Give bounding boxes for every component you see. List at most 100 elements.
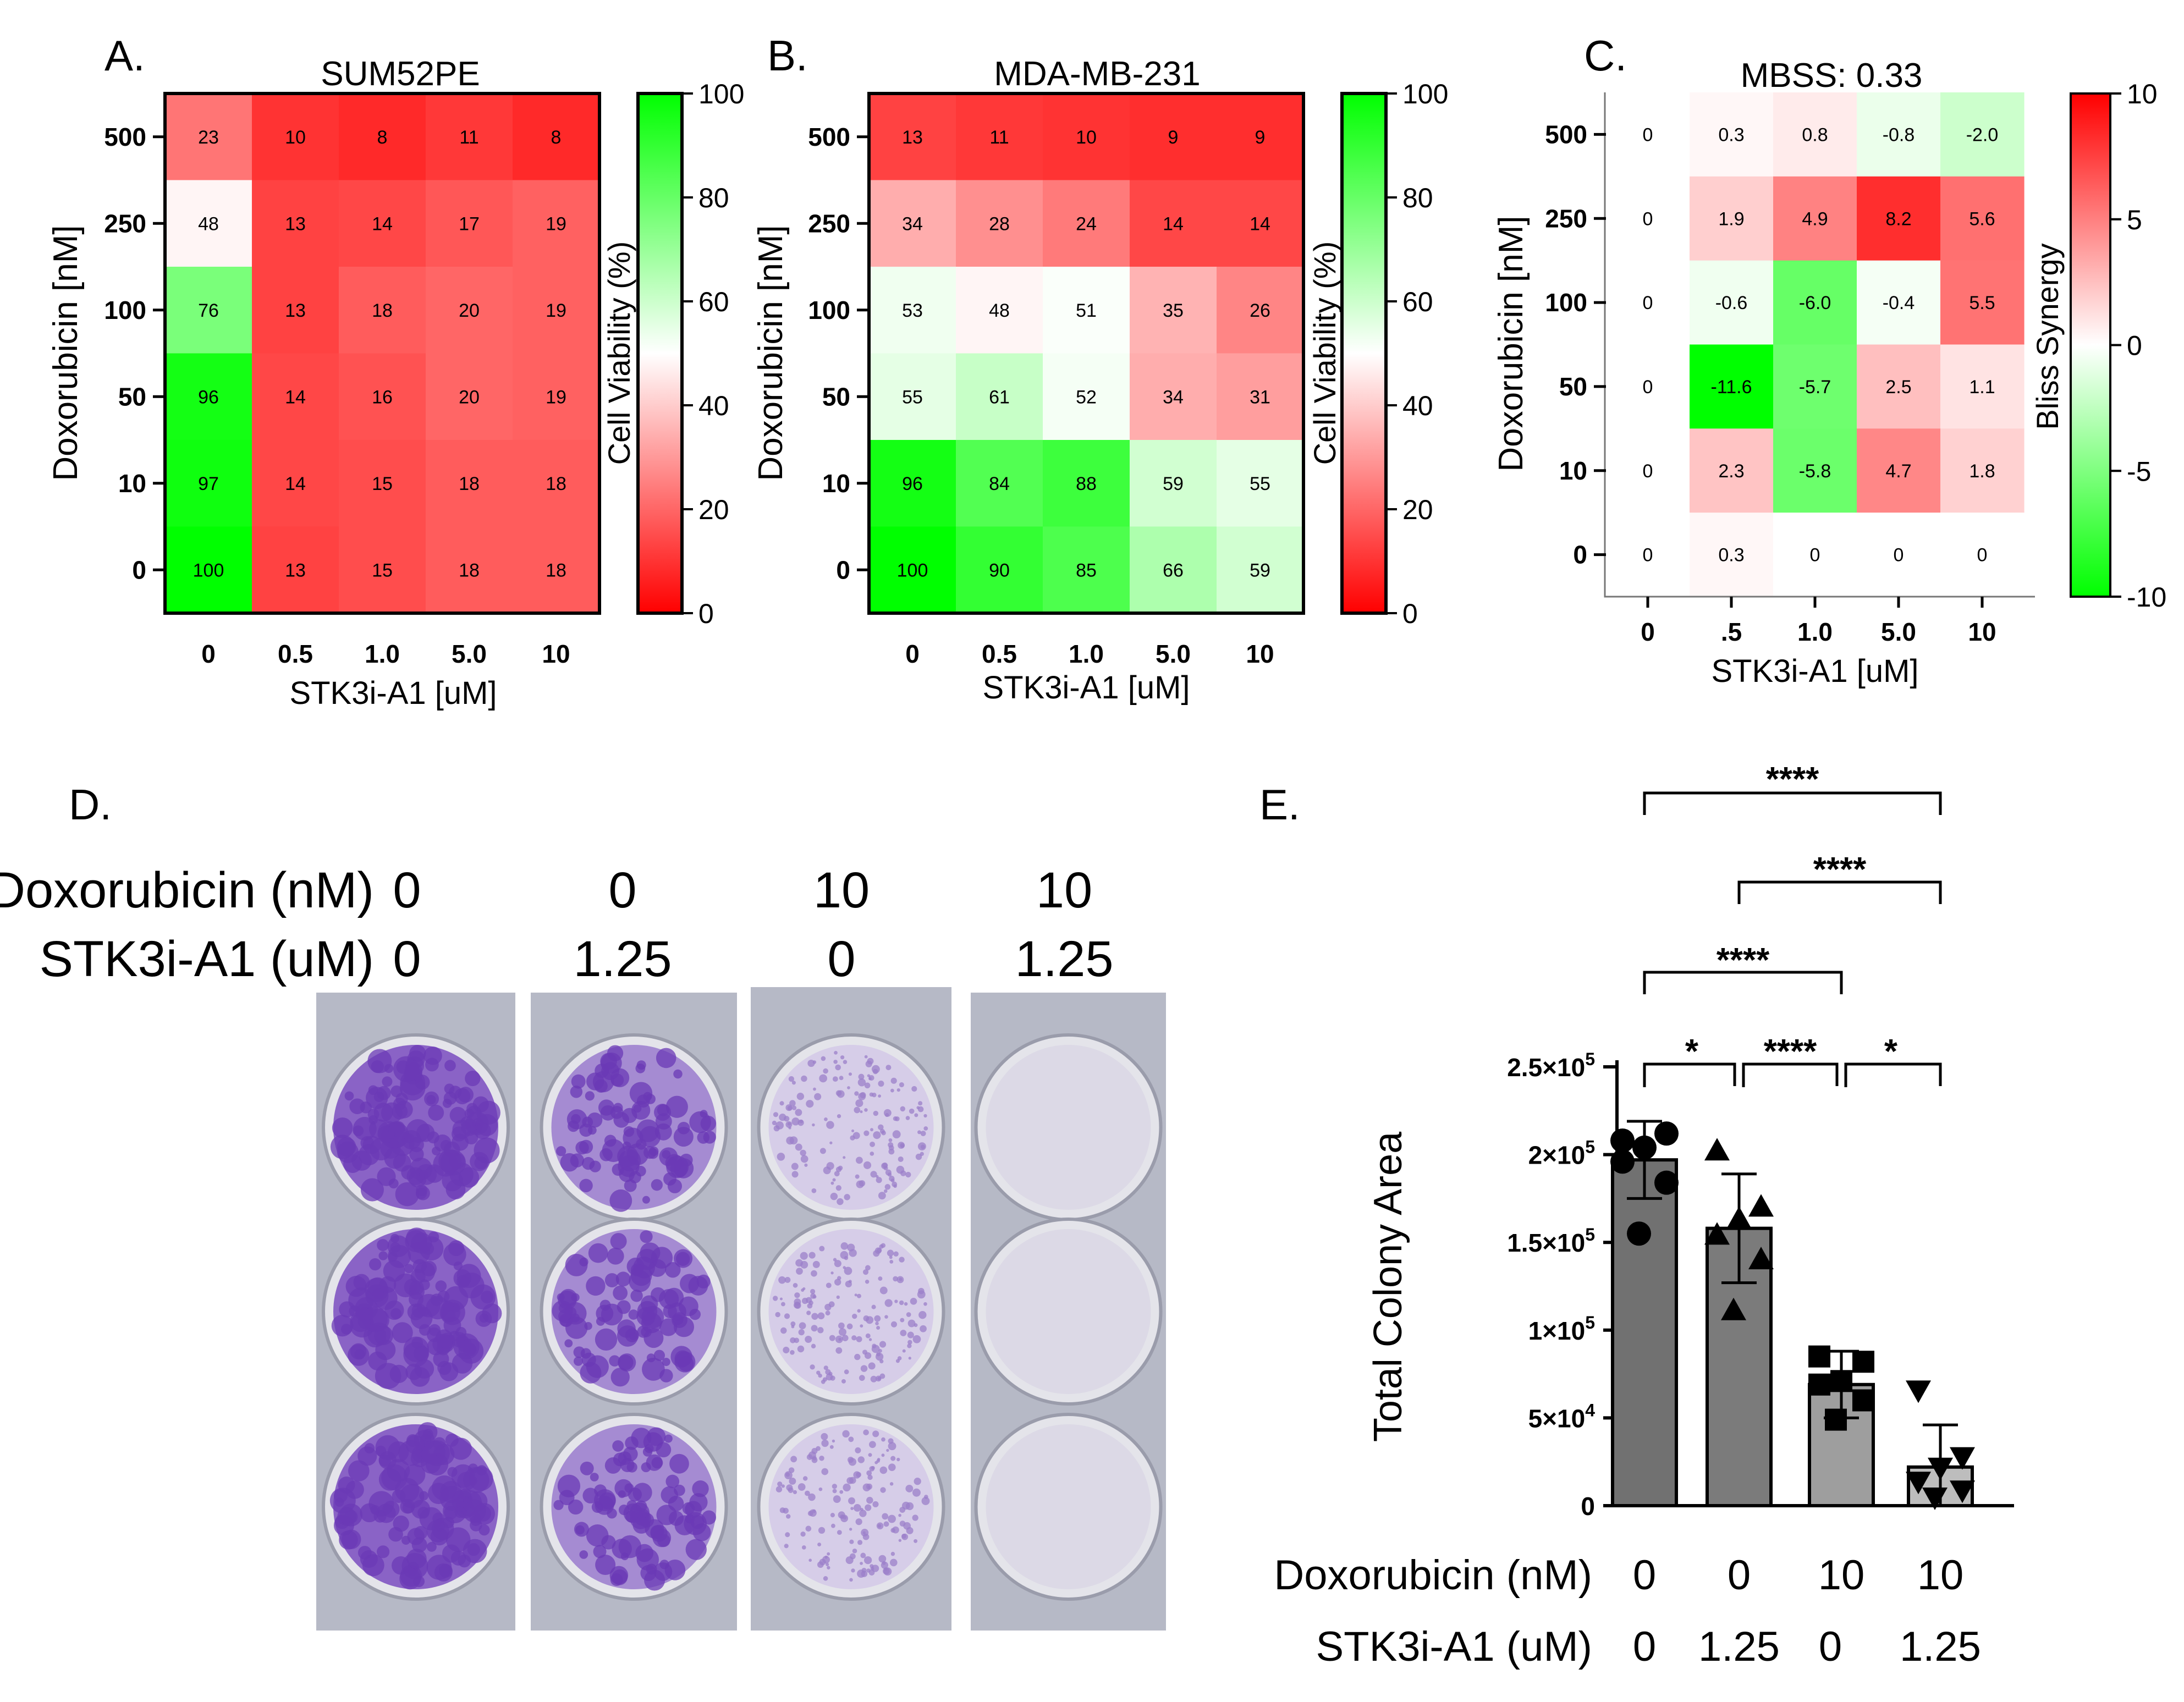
colony xyxy=(443,1141,460,1158)
colony xyxy=(854,1353,861,1361)
colony xyxy=(630,1264,652,1286)
y-tick-label: 100 xyxy=(104,296,146,324)
heatmap-cell-label: 18 xyxy=(546,560,566,581)
x-tick-label: 0 xyxy=(1641,618,1655,646)
panel-label-b: B. xyxy=(767,31,808,80)
colony xyxy=(579,1178,593,1193)
colony xyxy=(651,1457,663,1469)
colony xyxy=(872,1501,879,1508)
colony xyxy=(904,1302,908,1306)
colony xyxy=(843,1483,851,1492)
colony xyxy=(870,1152,874,1156)
colony xyxy=(837,1198,844,1205)
heatmap-cell-label: 66 xyxy=(1163,560,1184,581)
significance-label: **** xyxy=(1764,1033,1817,1071)
colony xyxy=(800,1149,806,1156)
heatmap-cell xyxy=(1690,260,1774,345)
colony xyxy=(701,1510,717,1525)
heatmap-cell xyxy=(1773,176,1857,261)
colony xyxy=(811,1188,817,1193)
colorbar-tick-label: 40 xyxy=(1402,390,1433,421)
plate-row-label: STK3i-A1 (uM) xyxy=(40,931,374,987)
colony xyxy=(870,1375,877,1382)
colony xyxy=(388,1178,399,1189)
colony xyxy=(908,1357,911,1360)
colony xyxy=(403,1342,428,1367)
colony xyxy=(661,1486,678,1504)
colony xyxy=(841,1379,846,1384)
colony xyxy=(868,1362,876,1370)
heatmap-cell-label: 76 xyxy=(198,300,219,321)
colony xyxy=(798,1329,805,1336)
colony xyxy=(428,1104,444,1121)
heatmap-b-xlabel: STK3i-A1 [uM] xyxy=(982,670,1190,706)
colony xyxy=(575,1141,589,1155)
colony xyxy=(422,1429,433,1439)
heatmap-a-ylabel: Doxorubicin [nM] xyxy=(47,225,85,481)
well xyxy=(768,1229,934,1394)
colony xyxy=(651,1179,663,1191)
plate-condition-value: 0 xyxy=(393,862,421,918)
heatmap-cell-label: 48 xyxy=(198,213,219,234)
x-tick-label: 5.0 xyxy=(452,640,487,668)
colony xyxy=(791,1171,799,1178)
data-point xyxy=(1808,1373,1830,1396)
heatmap-b-colorbar-ticks: 0 20 40 60 80 100 xyxy=(1386,79,1448,629)
colony xyxy=(811,1343,816,1349)
heatmap-cell-label: 15 xyxy=(372,560,393,581)
colony xyxy=(898,1513,901,1517)
colony xyxy=(905,1171,911,1178)
colony xyxy=(851,1335,857,1341)
colony xyxy=(859,1375,865,1381)
colony xyxy=(863,1556,872,1565)
colony xyxy=(680,1274,700,1293)
colony xyxy=(784,1313,790,1319)
colony xyxy=(817,1312,825,1320)
colony xyxy=(883,1567,890,1575)
colony xyxy=(777,1153,785,1161)
colony xyxy=(907,1340,912,1345)
heatmap-cell xyxy=(1857,176,1941,261)
colony xyxy=(390,1308,402,1319)
colony xyxy=(612,1569,628,1585)
heatmap-cell-label: 0 xyxy=(1977,545,1988,566)
colony xyxy=(848,1458,857,1466)
data-point xyxy=(1830,1370,1852,1392)
heatmap-cell-label: 100 xyxy=(193,560,224,581)
significance-label: **** xyxy=(1717,941,1770,979)
colony xyxy=(830,1271,834,1275)
heatmap-cell xyxy=(513,440,600,527)
colony xyxy=(799,1322,806,1330)
colony xyxy=(868,1453,872,1457)
colony xyxy=(808,1558,812,1562)
colony xyxy=(865,1265,871,1271)
colony xyxy=(625,1436,639,1450)
heatmap-cell-label: 59 xyxy=(1163,473,1184,494)
heatmap-cell xyxy=(1043,180,1130,267)
colony xyxy=(794,1337,800,1343)
heatmap-cell xyxy=(869,267,956,354)
colony xyxy=(827,1566,830,1569)
heatmap-cell xyxy=(1217,526,1304,614)
bar xyxy=(1611,1158,1678,1507)
heatmap-cell-label: 85 xyxy=(1076,560,1097,581)
colony xyxy=(818,1487,823,1491)
heatmap-c-ylabel: Doxorubicin [nM] xyxy=(1492,216,1530,471)
heatmap-cell-label: 88 xyxy=(1076,473,1097,494)
condition-row-label: Doxorubicin (nM) xyxy=(1274,1552,1592,1599)
colony xyxy=(664,1434,673,1443)
colony xyxy=(892,1526,899,1534)
colony xyxy=(899,1277,903,1281)
heatmap-cell xyxy=(1217,440,1304,527)
colony xyxy=(689,1493,708,1512)
colony xyxy=(813,1087,816,1091)
colony xyxy=(772,1120,777,1126)
heatmap-cell xyxy=(1043,440,1130,527)
colony xyxy=(640,1230,653,1243)
colony xyxy=(610,1233,627,1250)
colony xyxy=(899,1257,905,1263)
heatmap-a-colorbar-label: Cell Viability (%) xyxy=(602,241,636,465)
colony xyxy=(416,1186,430,1200)
colony xyxy=(573,1356,583,1366)
data-point xyxy=(1928,1457,1953,1480)
